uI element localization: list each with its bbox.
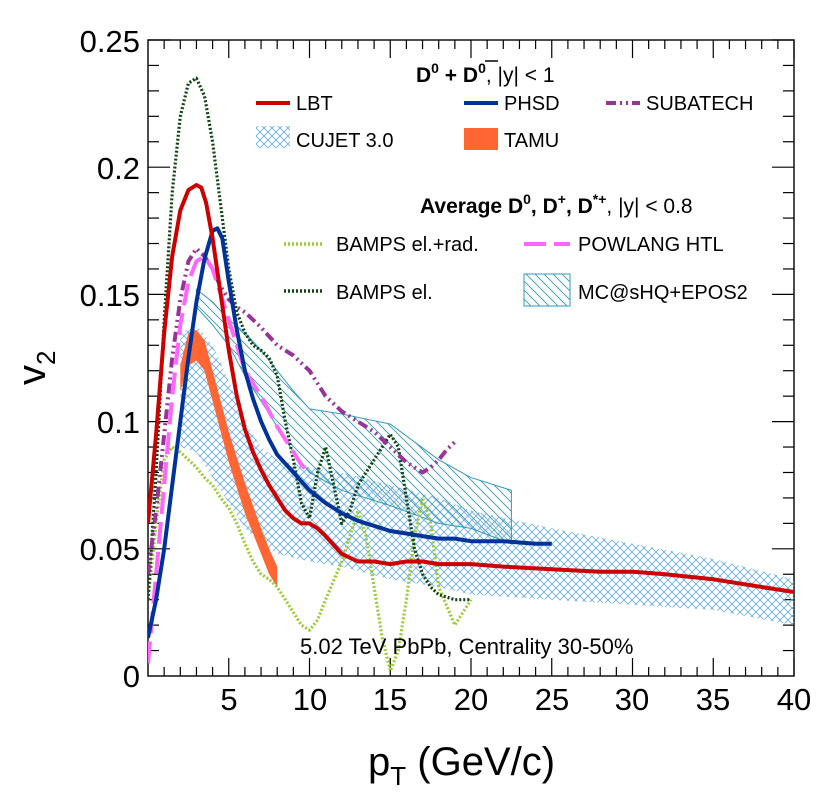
legend-swatch-cujet — [256, 126, 290, 148]
legend-label-powlang: POWLANG HTL — [578, 234, 724, 256]
legend-label-subatech: SUBATECH — [646, 93, 753, 115]
y-axis-title: v2 — [10, 351, 61, 385]
axis-ticks — [148, 39, 795, 676]
model-curves — [148, 76, 794, 673]
band-cujet-3-0 — [180, 324, 794, 626]
x-tick-label: 5 — [220, 682, 237, 717]
legend-label-cujet: CUJET 3.0 — [296, 130, 393, 152]
legend-label-phsd: PHSD — [504, 93, 560, 115]
legend-label-tamu: TAMU — [504, 130, 559, 152]
legend-label-lbt: LBT — [296, 93, 333, 115]
series-bamps-el-rad- — [148, 445, 473, 673]
series-lbt — [148, 183, 794, 594]
y-tick-label: 0.05 — [80, 532, 140, 567]
band-tamu — [180, 330, 278, 587]
series-phsd — [148, 226, 552, 639]
legend: LBT PHSD SUBATECH CUJET 3.0 TAMU BAMPS e… — [256, 93, 753, 307]
x-tick-label: 10 — [293, 682, 327, 717]
series-bamps-el- — [148, 76, 471, 602]
x-tick-label: 30 — [615, 682, 649, 717]
legend-label-bamps-elrad: BAMPS el.+rad. — [336, 234, 479, 256]
legend-header-d0: D0 + D0, |y| < 1 — [416, 60, 555, 87]
x-tick-label: 15 — [373, 682, 407, 717]
y-tick-label: 0.1 — [97, 405, 140, 440]
series-powlang-htl — [148, 254, 311, 664]
y-tick-label: 0.25 — [80, 24, 140, 59]
x-tick-label: 25 — [535, 682, 569, 717]
y-tick-label: 0.2 — [97, 151, 140, 186]
legend-swatch-tamu — [464, 128, 498, 150]
x-tick-label: 40 — [777, 682, 811, 717]
collision-annotation: 5.02 TeV PbPb, Centrality 30-50% — [300, 634, 633, 659]
x-tick-label: 20 — [454, 682, 488, 717]
y-tick-label: 0 — [123, 659, 140, 694]
y-tick-labels: 0 0.05 0.1 0.15 0.2 0.25 — [80, 24, 140, 694]
legend-label-mcshq: MC@sHQ+EPOS2 — [578, 282, 748, 304]
legend-header-average: Average D0, D+, D*+, |y| < 0.8 — [420, 191, 693, 218]
y-tick-label: 0.15 — [80, 278, 140, 313]
x-axis-title: pT (GeV/c) — [368, 740, 555, 791]
series-subatech — [148, 246, 457, 575]
legend-label-bamps-el: BAMPS el. — [336, 282, 433, 304]
legend-swatch-mcshq — [523, 273, 571, 307]
x-tick-labels: 5 10 15 20 25 30 35 40 — [220, 682, 811, 717]
x-tick-label: 35 — [696, 682, 730, 717]
